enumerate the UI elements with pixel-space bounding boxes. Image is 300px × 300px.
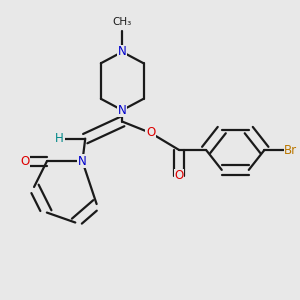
Text: N: N [118, 45, 127, 58]
Text: O: O [20, 155, 30, 168]
Text: O: O [175, 169, 184, 182]
Text: O: O [146, 126, 155, 140]
Text: Br: Br [284, 143, 297, 157]
Text: N: N [118, 104, 127, 117]
Text: CH₃: CH₃ [112, 17, 132, 27]
Text: H: H [55, 132, 64, 145]
Text: N: N [78, 155, 87, 168]
